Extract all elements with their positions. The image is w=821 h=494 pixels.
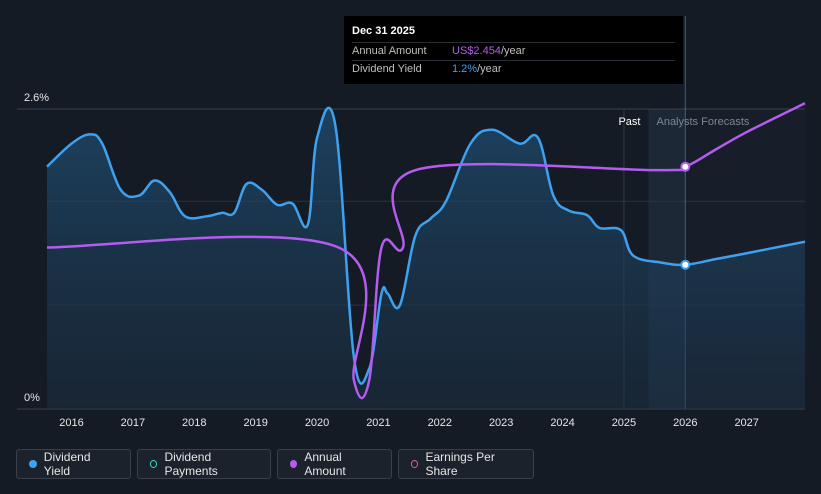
x-tick-label: 2024	[550, 417, 574, 429]
y-tick-label: 0%	[24, 392, 40, 404]
x-tick-label: 2025	[612, 417, 636, 429]
forecast-label: Analysts Forecasts	[656, 116, 749, 128]
tooltip-annual-row: Annual Amount US$2.454 /year	[352, 42, 675, 60]
x-tick-label: 2021	[366, 417, 390, 429]
y-tick-label: 2.6%	[24, 92, 49, 104]
past-label: Past	[618, 116, 640, 128]
tooltip-yield-label: Dividend Yield	[352, 63, 422, 75]
legend-label: Earnings Per Share	[425, 450, 495, 478]
tooltip-annual-label: Annual Amount	[352, 45, 427, 57]
dividend-payments-ring-icon	[150, 460, 158, 468]
x-tick-label: 2019	[243, 417, 267, 429]
tooltip-annual-unit: /year	[500, 45, 526, 57]
dividend-yield-line	[46, 106, 806, 385]
dividend-yield-marker	[680, 259, 691, 270]
legend-annual-amount[interactable]: Annual Amount	[277, 449, 392, 479]
x-tick-label: 2017	[121, 417, 145, 429]
annual-amount-dot-icon	[290, 460, 298, 468]
x-tick-label: 2022	[428, 417, 452, 429]
annual-amount-line	[46, 102, 806, 400]
tooltip-yield-value: 1.2%	[452, 63, 478, 75]
x-tick-label: 2020	[305, 417, 329, 429]
tooltip-date: Dec 31 2025	[352, 25, 415, 37]
legend-label: Dividend Yield	[43, 450, 91, 478]
x-tick-label: 2016	[59, 417, 83, 429]
legend-earnings-per-share[interactable]: Earnings Per Share	[398, 449, 534, 479]
x-tick-label: 2027	[734, 417, 758, 429]
legend-dividend-payments[interactable]: Dividend Payments	[137, 449, 271, 479]
x-tick-label: 2026	[673, 417, 697, 429]
legend-label: Dividend Payments	[164, 450, 218, 478]
x-tick-label: 2018	[182, 417, 206, 429]
legend-label: Annual Amount	[304, 450, 346, 478]
tooltip-annual-value: US$2.454	[452, 45, 501, 57]
dividend-yield-area	[47, 107, 805, 410]
legend-dividend-yield[interactable]: Dividend Yield	[16, 449, 131, 479]
tooltip-yield-row: Dividend Yield 1.2% /year	[352, 60, 675, 78]
x-tick-label: 2023	[489, 417, 513, 429]
chart-tooltip: Dec 31 2025 Annual Amount US$2.454 /year…	[344, 16, 683, 84]
earnings-per-share-ring-icon	[411, 460, 419, 468]
annual-amount-marker	[680, 161, 691, 172]
tooltip-yield-unit: /year	[477, 63, 502, 75]
dividend-yield-dot-icon	[29, 460, 37, 468]
chart-legend: Dividend Yield Dividend Payments Annual …	[16, 449, 534, 479]
